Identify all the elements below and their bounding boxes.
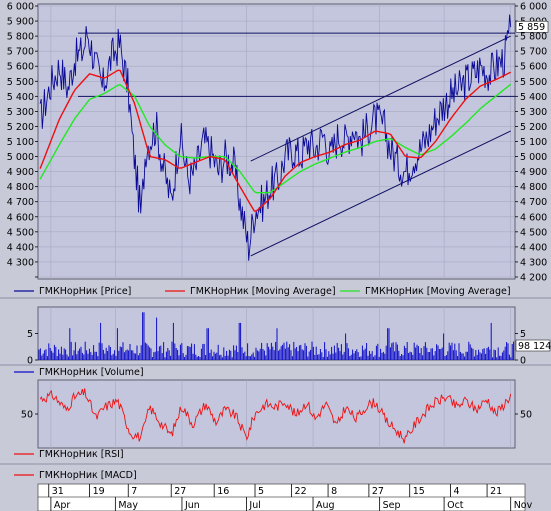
price-tick-label-right: 5 700 (520, 47, 547, 58)
day-tick-label: 21 (490, 486, 502, 497)
month-tick-label: Aug (316, 500, 335, 511)
trend-channel-upper (250, 35, 511, 162)
price-tick-label-right: 4 300 (520, 257, 547, 268)
price-tick-label-right: 4 900 (520, 167, 547, 178)
price-tick-label-right: 5 600 (520, 62, 547, 73)
price-tick-label-right: 5 300 (520, 107, 547, 118)
price-tick-label-left: 4 500 (7, 227, 34, 238)
price-tick-label-right: 4 400 (520, 242, 547, 253)
price-tick-label-right: 4 500 (520, 227, 547, 238)
rsi-tick-label-right: 50 (520, 410, 532, 421)
month-tick-label: Jul (248, 500, 260, 511)
price-tick-label-left: 5 000 (7, 152, 34, 163)
month-tick-label: Jun (184, 500, 200, 511)
price-tick-label-right: 5 200 (520, 122, 547, 133)
price-tick-label-left: 5 700 (7, 47, 34, 58)
price-tick-label-right: 5 000 (520, 152, 547, 163)
day-tick-label: 16 (217, 486, 229, 497)
month-tick-label: Sep (383, 500, 401, 511)
month-tick-label: Apr (54, 500, 71, 511)
price-tick-label-right: 4 700 (520, 197, 547, 208)
price-tick-label-right: 4 800 (520, 182, 547, 193)
price-tick-label-left: 4 400 (7, 242, 34, 253)
day-tick-label: 22 (295, 486, 307, 497)
price-tick-label-left: 4 300 (7, 257, 34, 268)
price-tick-label-left: 5 200 (7, 122, 34, 133)
volume-tick-label-left: 5 (27, 329, 33, 340)
price-tick-label-right: 5 400 (520, 92, 547, 103)
trend-channel-lower (250, 130, 511, 257)
day-tick-label: 27 (372, 486, 384, 497)
last-price-flag (515, 20, 549, 33)
price-legend-label: ГМКНорНик [Moving Average] (190, 286, 336, 297)
price-tick-label-left: 4 700 (7, 197, 34, 208)
price-tick-label-left: 5 400 (7, 92, 34, 103)
month-tick-label: Oct (447, 500, 464, 511)
day-tick-label: 7 (131, 486, 137, 497)
rsi-legend-label: ГМКНорНик [RSI] (39, 449, 124, 460)
price-tick-label-right: 4 600 (520, 212, 547, 223)
moving-average-short-line (39, 69, 512, 212)
price-tick-label-left: 4 800 (7, 182, 34, 193)
price-tick-label-left: 4 900 (7, 167, 34, 178)
day-tick-label: 27 (174, 486, 186, 497)
day-tick-label: 15 (413, 486, 425, 497)
price-tick-label-left: 5 900 (7, 17, 34, 28)
rsi-panel (37, 379, 516, 449)
price-tick-label-right: 5 500 (520, 77, 547, 88)
moving-average-long-line (39, 83, 512, 194)
last-volume-label: 98 124 (518, 341, 551, 352)
volume-legend-label: ГМКНорНик [Volume] (39, 367, 144, 378)
last-volume-flag (515, 339, 551, 352)
price-legend-label: ГМКНорНик [Price] (39, 286, 131, 297)
price-legend-label: ГМКНорНик [Moving Average] (365, 286, 511, 297)
price-tick-label-right: 6 000 (520, 2, 547, 13)
price-tick-label-left: 6 000 (7, 2, 34, 13)
macd-legend-label: ГМКНорНик [MACD] (39, 470, 137, 481)
rsi-tick-label-left: 50 (21, 410, 33, 421)
last-price-label: 5 859 (518, 22, 545, 33)
volume-tick-label-left: 0 (27, 356, 33, 367)
price-tick-label-left: 5 300 (7, 107, 34, 118)
day-tick-label: 4 (454, 486, 460, 497)
day-tick-label: 31 (52, 486, 64, 497)
price-tick-label-left: 5 500 (7, 77, 34, 88)
month-tick-label: May (118, 500, 138, 511)
price-tick-label-left: 5 600 (7, 62, 34, 73)
day-tick-label: 8 (331, 486, 337, 497)
day-tick-label: 5 (258, 486, 264, 497)
price-tick-label-left: 5 100 (7, 137, 34, 148)
price-series-line (39, 14, 512, 261)
price-tick-label-right: 5 100 (520, 137, 547, 148)
price-tick-label-left: 5 800 (7, 32, 34, 43)
volume-tick-label-right: 0 (520, 356, 526, 367)
rsi-series-line (39, 388, 512, 444)
month-tick-label: Nov (514, 500, 533, 511)
price-tick-label-right: 5 800 (520, 32, 547, 43)
day-tick-label: 19 (93, 486, 105, 497)
volume-tick-label-right: 5 (520, 329, 526, 340)
price-tick-label-left: 4 600 (7, 212, 34, 223)
price-tick-label-right: 4 200 (520, 273, 547, 284)
